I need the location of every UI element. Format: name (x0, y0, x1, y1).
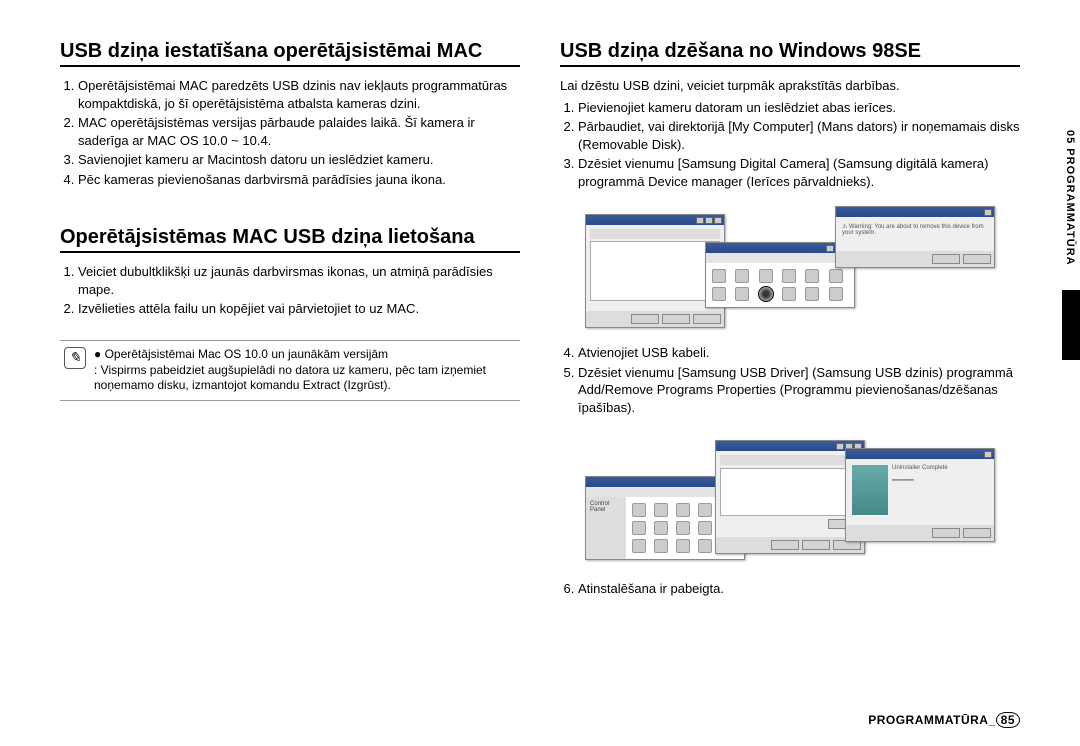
list-item: Operētājsistēmai MAC paredzēts USB dzini… (78, 77, 520, 112)
mac-setup-list: Operētājsistēmai MAC paredzēts USB dzini… (60, 77, 520, 190)
screenshot-cluster-1: ⚠ Warning: You are about to remove this … (560, 214, 1020, 334)
note-icon: ✎ (64, 347, 86, 369)
list-item: Pēc kameras pievienošanas darbvirsmā par… (78, 171, 520, 189)
window-uninstall-complete: Uninstaller Complete━━━━━━ (845, 448, 995, 542)
section-title-mac-setup: USB dziņa iestatīšana operētājsistēmai M… (60, 40, 520, 67)
page: USB dziņa iestatīšana operētājsistēmai M… (60, 40, 1020, 716)
list-item: Dzēsiet vienumu [Samsung USB Driver] (Sa… (578, 364, 1020, 417)
side-tab-marker (1062, 290, 1080, 360)
left-column: USB dziņa iestatīšana operētājsistēmai M… (60, 40, 520, 716)
list-item: Veiciet dubultklikšķi uz jaunās darbvirs… (78, 263, 520, 298)
remove-list-a: Pievienojiet kameru datoram un ieslēdzie… (560, 99, 1020, 193)
list-item: Savienojiet kameru ar Macintosh datoru u… (78, 151, 520, 169)
right-column: USB dziņa dzēšana no Windows 98SE Lai dz… (560, 40, 1020, 716)
intro-text: Lai dzēstu USB dzini, veiciet turpmāk ap… (560, 77, 1020, 95)
section-title-win98-remove: USB dziņa dzēšana no Windows 98SE (560, 40, 1020, 67)
remove-list-b: Atvienojiet USB kabeli. Dzēsiet vienumu … (560, 344, 1020, 418)
window-add-remove (715, 440, 865, 554)
footer-label: PROGRAMMATŪRA_ (868, 713, 995, 727)
screenshot-cluster-2: ControlPanel (560, 440, 1020, 570)
note-text: ● Operētājsistēmai Mac OS 10.0 un jaunāk… (94, 347, 516, 394)
section-title-mac-use: Operētājsistēmas MAC USB dziņa lietošana (60, 226, 520, 253)
note-box: ✎ ● Operētājsistēmai Mac OS 10.0 un jaun… (60, 340, 520, 401)
note-bullet: ● Operētājsistēmai Mac OS 10.0 un jaunāk… (94, 347, 388, 361)
window-confirm-remove: ⚠ Warning: You are about to remove this … (835, 206, 995, 268)
list-item: Izvēlieties attēla failu un kopējiet vai… (78, 300, 520, 318)
window-my-computer (705, 242, 855, 308)
mac-use-list: Veiciet dubultklikšķi uz jaunās darbvirs… (60, 263, 520, 320)
removable-disk-icon (759, 287, 773, 301)
list-item: Atvienojiet USB kabeli. (578, 344, 1020, 362)
list-item: Pārbaudiet, vai direktorijā [My Computer… (578, 118, 1020, 153)
spacer (60, 204, 520, 226)
side-tab-label: 05 PROGRAMMATŪRA (1060, 120, 1080, 276)
page-footer: PROGRAMMATŪRA_85 (868, 712, 1020, 728)
page-number: 85 (996, 712, 1020, 728)
window-system-properties (585, 214, 725, 328)
remove-list-c: Atinstalēšana ir pabeigta. (560, 580, 1020, 600)
list-item: Atinstalēšana ir pabeigta. (578, 580, 1020, 598)
note-body: : Vispirms pabeidziet augšupielādi no da… (94, 363, 486, 393)
list-item: MAC operētājsistēmas versijas pārbaude p… (78, 114, 520, 149)
list-item: Pievienojiet kameru datoram un ieslēdzie… (578, 99, 1020, 117)
list-item: Dzēsiet vienumu [Samsung Digital Camera]… (578, 155, 1020, 190)
